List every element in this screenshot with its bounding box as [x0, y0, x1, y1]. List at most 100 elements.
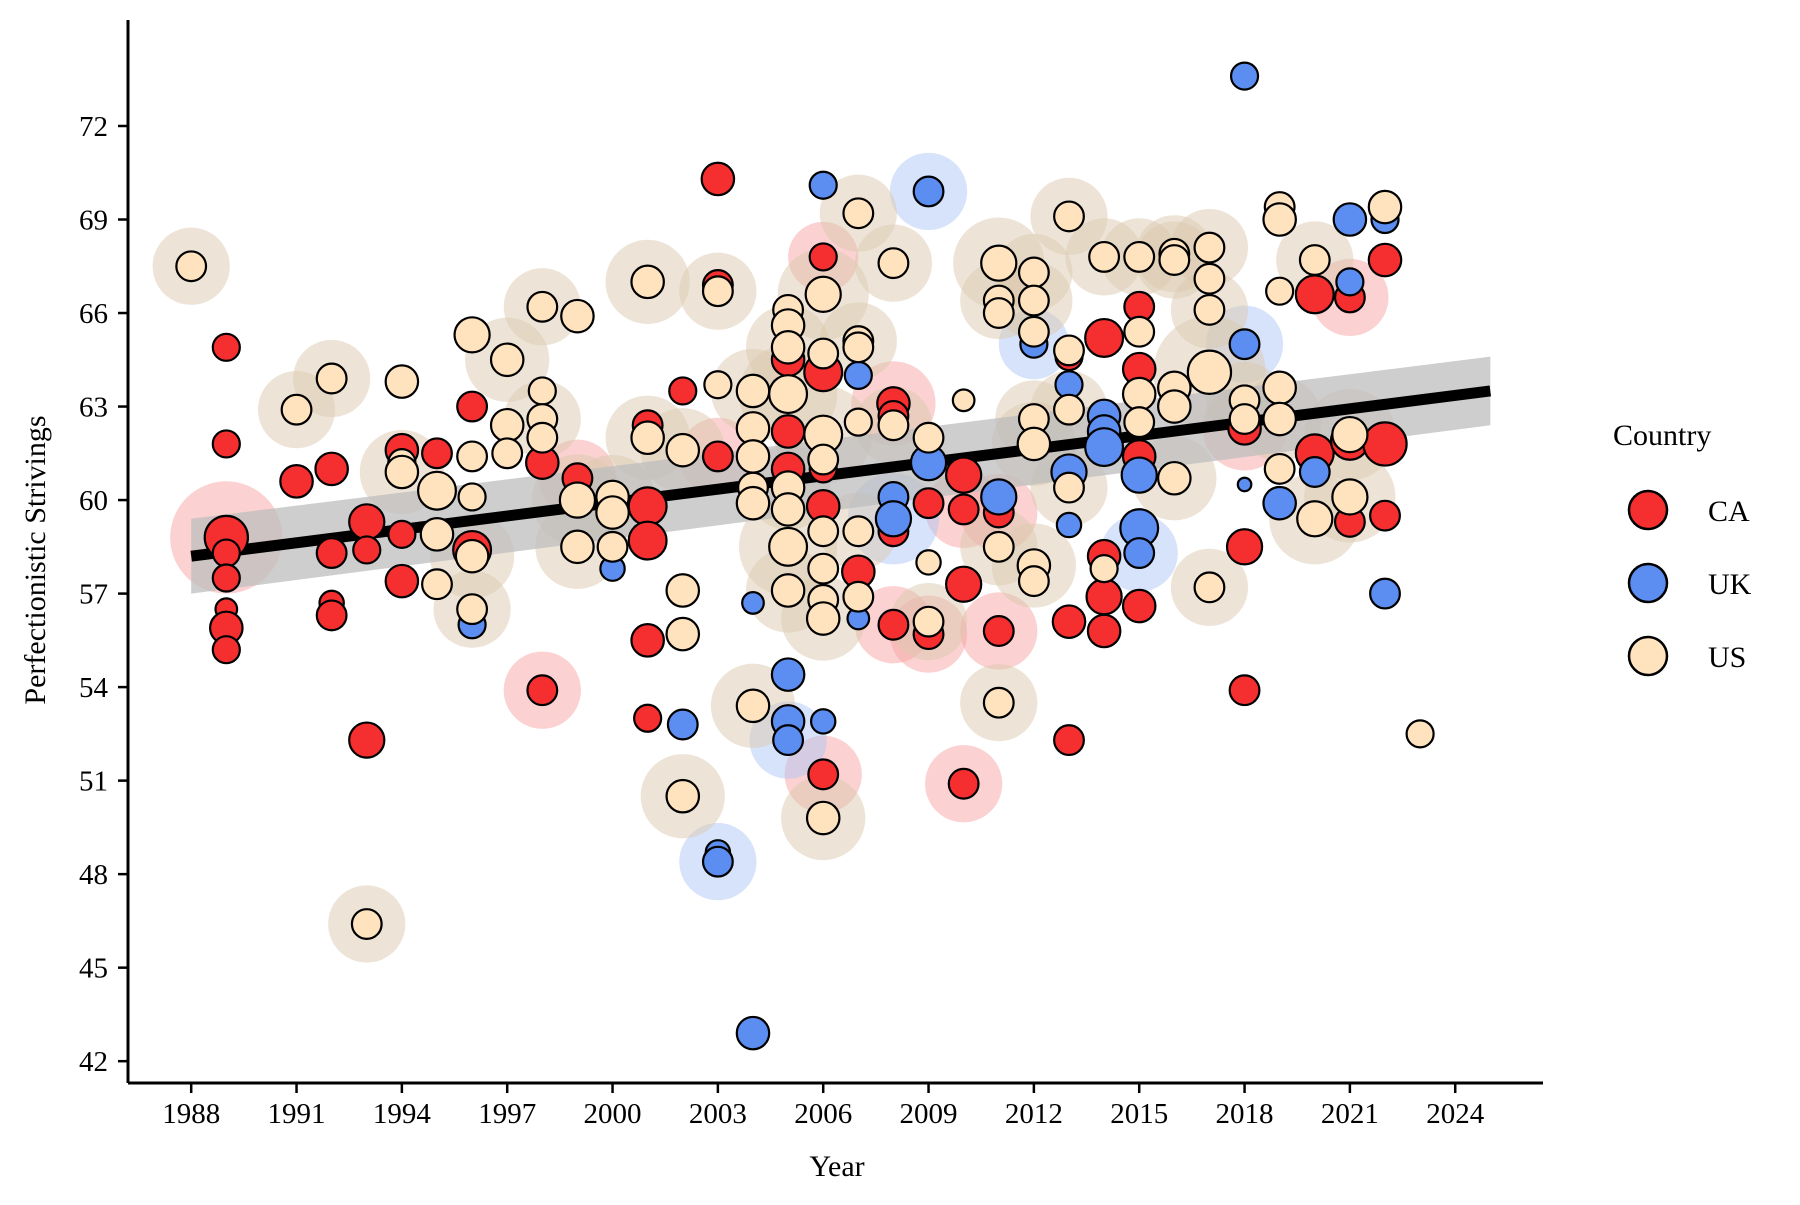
data-point-us [1228, 403, 1261, 435]
data-point-us [1262, 370, 1297, 406]
data-point-ca [387, 519, 417, 549]
axes-layer [126, 20, 1543, 1085]
y-tick-label: 72 [79, 111, 108, 143]
legend-label-uk: UK [1708, 568, 1752, 601]
legend-label-ca: CA [1708, 495, 1750, 528]
data-point-us [735, 373, 771, 409]
data-point-us [526, 421, 559, 454]
data-point-us [1331, 478, 1369, 516]
legend: Country CA UK US [1613, 419, 1752, 677]
data-point-uk [874, 500, 913, 538]
y-axis-title: Perfectionistic Strivings [19, 415, 52, 704]
data-point-ca [1228, 674, 1261, 707]
data-point-ca [947, 767, 980, 800]
data-point-us [842, 197, 875, 230]
data-point-us [735, 485, 771, 521]
data-point-ca [1085, 578, 1123, 616]
data-point-uk [1298, 456, 1331, 488]
data-point-ca [1367, 242, 1403, 278]
x-tick-label: 2012 [1005, 1098, 1063, 1130]
data-point-us [1017, 315, 1050, 348]
data-point-uk [666, 708, 699, 741]
data-point-uk [1120, 456, 1158, 494]
data-point-us [280, 393, 313, 426]
data-point-ca [1051, 604, 1087, 639]
x-ticks: 1988 1991 1994 1997 2000 2003 2006 2009 2012 2015… [162, 1083, 1485, 1130]
data-point-ca [456, 390, 489, 423]
data-point-us [1298, 244, 1331, 276]
x-tick-label: 1997 [478, 1098, 536, 1130]
data-point-ca [1362, 421, 1408, 467]
data-point-ca [421, 437, 453, 470]
x-tick-label: 1991 [268, 1098, 326, 1130]
data-point-us [1157, 460, 1192, 496]
data-point-us [526, 290, 559, 323]
data-point-uk [1123, 537, 1156, 570]
y-tick-label: 57 [79, 579, 108, 611]
x-tick-label: 2009 [900, 1098, 958, 1130]
data-point-ca [314, 451, 349, 487]
data-point-ca [211, 429, 241, 459]
data-point-us [703, 370, 733, 400]
data-point-uk [1332, 202, 1368, 237]
data-point-us [1017, 284, 1050, 317]
data-point-ca [1294, 274, 1335, 315]
data-point-uk [1084, 427, 1125, 468]
data-point-us [1193, 231, 1226, 264]
data-point-uk [843, 360, 873, 390]
data-point-uk [1229, 61, 1260, 91]
data-point-us [770, 573, 806, 608]
data-point-us [1265, 276, 1295, 306]
y-tick-label: 48 [79, 859, 108, 891]
data-point-us [768, 526, 809, 567]
data-point-uk [770, 657, 806, 692]
data-point-ca [348, 721, 386, 759]
data-point-us [665, 778, 701, 814]
data-point-us [175, 250, 208, 283]
data-point-us [558, 481, 597, 519]
data-point-us [1186, 349, 1233, 395]
data-point-us [770, 330, 806, 365]
data-point-us [350, 908, 383, 940]
data-point-us [1263, 452, 1296, 485]
data-point-us [596, 530, 629, 563]
data-point-us [980, 244, 1018, 282]
data-point-ca [945, 456, 983, 494]
data-point-us [1016, 426, 1052, 462]
data-point-us [1121, 376, 1157, 412]
data-point-ca [1086, 613, 1122, 649]
x-tick-label: 2015 [1110, 1098, 1168, 1130]
data-point-us [1053, 393, 1085, 426]
legend-label-us: US [1708, 641, 1746, 674]
x-tick-label: 2000 [584, 1098, 642, 1130]
data-point-us [1123, 240, 1156, 273]
data-point-ca [211, 332, 241, 362]
data-point-uk [735, 1015, 771, 1051]
data-point-us [770, 492, 806, 527]
data-point-us [560, 298, 595, 334]
data-point-us [805, 601, 841, 636]
data-point-uk [1262, 485, 1297, 521]
x-tick-label: 1988 [162, 1098, 220, 1130]
data-point-us [1296, 500, 1334, 538]
data-point-ca [1084, 317, 1125, 358]
data-point-us [489, 342, 525, 378]
data-point-ca [633, 703, 663, 733]
data-point-us [630, 420, 665, 456]
data-point-us [1193, 571, 1226, 604]
data-point-uk [772, 724, 805, 757]
y-ticks: 42 45 48 51 54 57 60 63 66 69 72 [79, 111, 128, 1078]
data-point-us [1262, 401, 1297, 437]
data-point-us [807, 337, 840, 370]
data-point-ca [1053, 724, 1085, 757]
y-tick-label: 45 [79, 953, 108, 985]
legend-items: CA UK US [1627, 489, 1752, 677]
data-point-uk [1055, 511, 1083, 539]
data-point-us [1017, 565, 1050, 598]
x-tick-label: 2003 [689, 1098, 747, 1130]
data-point-uk [1228, 328, 1261, 361]
data-point-us [665, 573, 701, 608]
data-point-us [877, 247, 910, 280]
data-point-us [768, 374, 809, 415]
